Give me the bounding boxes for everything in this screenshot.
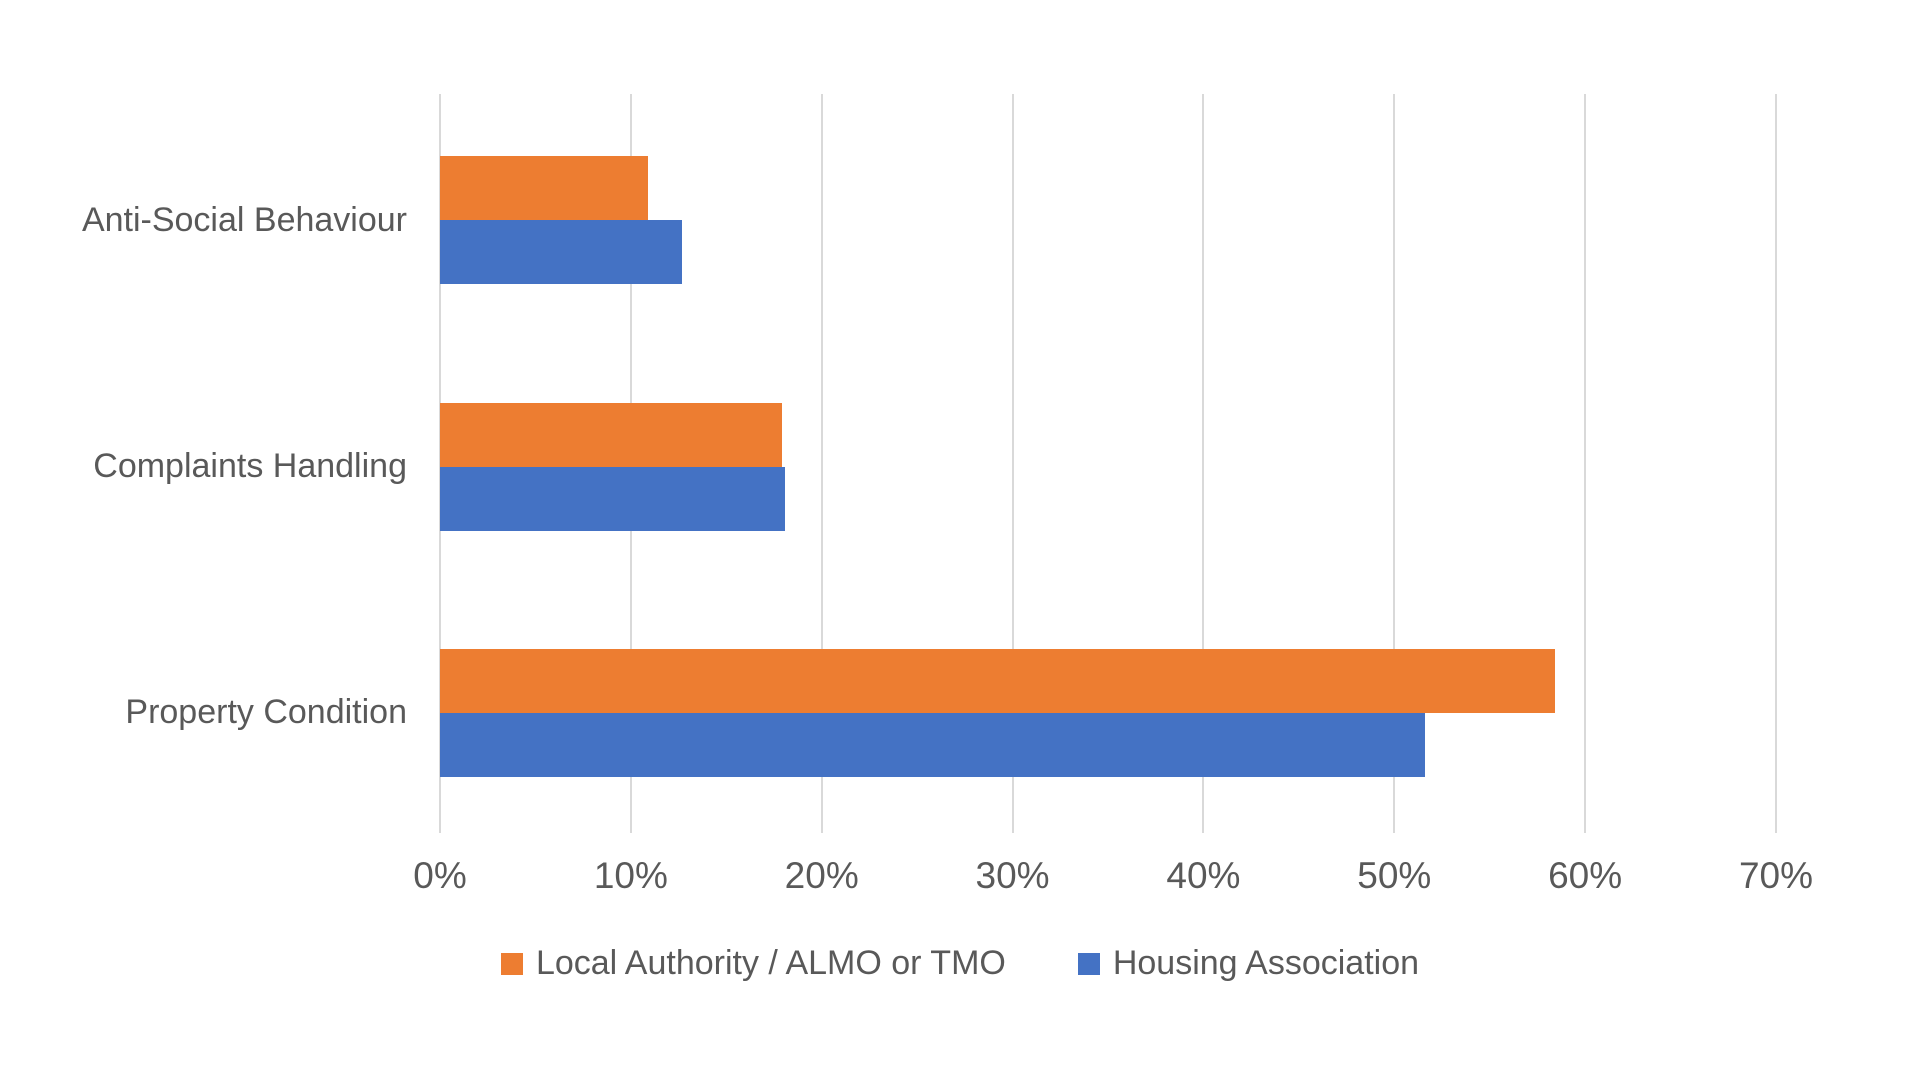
legend-item-local-authority-almo-or-tmo: Local Authority / ALMO or TMO	[500, 944, 1006, 983]
tick-label-70: 70%	[1738, 855, 1814, 896]
bar-local-authority-almo-or-tmo-complaints-handling	[440, 402, 782, 467]
legend-swatch-icon-local-authority-almo-or-tmo	[500, 952, 523, 975]
tick-label-40: 40%	[1166, 855, 1241, 896]
tick-label-30: 30%	[975, 855, 1050, 896]
legend-label-local-authority-almo-or-tmo: Local Authority / ALMO or TMO	[535, 944, 1006, 982]
category-label-complaints-handling: Complaints Handling	[93, 447, 407, 485]
gridline-40	[1202, 94, 1205, 833]
bar-local-authority-almo-or-tmo-property-condition	[440, 648, 1555, 713]
bar-local-authority-almo-or-tmo-anti-social-behaviour	[440, 156, 649, 221]
bar-housing-association-anti-social-behaviour	[440, 220, 683, 285]
tick-label-20: 20%	[784, 855, 859, 896]
gridline-70	[1775, 94, 1777, 833]
bar-housing-association-complaints-handling	[440, 466, 786, 531]
tick-label-60: 60%	[1548, 855, 1623, 896]
gridline-20	[820, 94, 823, 833]
tick-label-0: 0%	[413, 855, 467, 896]
gridline-60	[1584, 94, 1587, 833]
legend-label-housing-association: Housing Association	[1112, 944, 1420, 982]
legend-item-housing-association: Housing Association	[1077, 944, 1420, 983]
gridline-50	[1393, 94, 1396, 833]
legend-swatch-icon-housing-association	[1077, 952, 1100, 975]
chart-legend: Local Authority / ALMO or TMO Housing Ass…	[0, 944, 1920, 983]
category-label-property-condition: Property Condition	[125, 693, 407, 732]
bar-housing-association-property-condition	[440, 712, 1425, 777]
gridline-30	[1011, 94, 1014, 833]
tick-label-10: 10%	[593, 855, 668, 896]
tick-label-50: 50%	[1357, 855, 1432, 896]
category-label-anti-social-behaviour: Anti-Social Behaviour	[81, 200, 407, 239]
